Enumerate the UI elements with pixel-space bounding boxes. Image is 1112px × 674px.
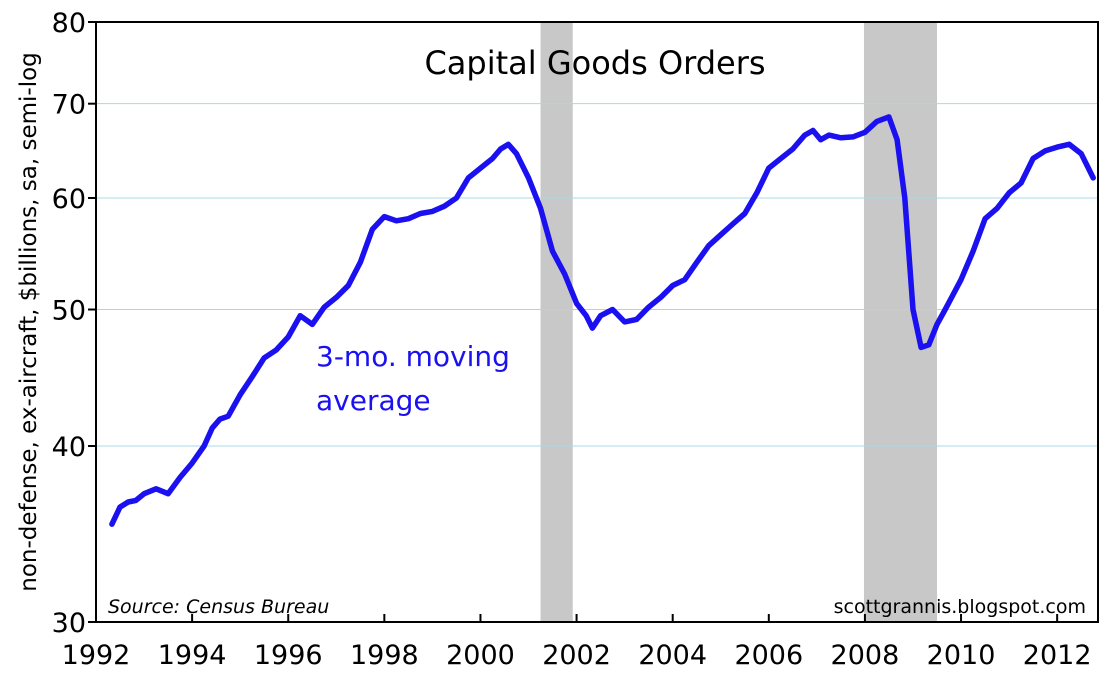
y-axis-label: non-defense, ex-aircraft, $billions, sa,… bbox=[16, 52, 42, 592]
y-axis-ticks: 30 40 50 60 70 80 bbox=[52, 8, 96, 639]
y-tick-label: 40 bbox=[52, 432, 86, 463]
x-tick-label: 2010 bbox=[927, 640, 996, 671]
x-tick-label: 1996 bbox=[254, 640, 323, 671]
chart-title: Capital Goods Orders bbox=[424, 44, 765, 82]
plot-frame bbox=[95, 21, 1099, 623]
recession-bands bbox=[540, 22, 938, 622]
series-line bbox=[109, 114, 1096, 527]
x-tick-label: 1998 bbox=[350, 640, 419, 671]
source-note: Source: Census Bureau bbox=[108, 596, 329, 618]
annotation-line-2: average bbox=[316, 384, 431, 417]
gridlines bbox=[96, 103, 1098, 447]
x-tick-label: 2000 bbox=[446, 640, 515, 671]
x-tick-label: 2006 bbox=[734, 640, 803, 671]
credit-note: scottgrannis.blogspot.com bbox=[834, 596, 1086, 618]
x-axis-ticks: 1992 1994 1996 1998 2000 2002 2004 2006 2008 2010… bbox=[62, 614, 1092, 671]
x-tick-label: 2008 bbox=[831, 640, 900, 671]
annotation-line-1: 3-mo. moving bbox=[316, 340, 510, 373]
y-tick-label: 60 bbox=[52, 184, 86, 215]
y-tick-label: 30 bbox=[52, 608, 86, 639]
y-tick-label: 50 bbox=[52, 296, 86, 327]
x-tick-label: 2004 bbox=[638, 640, 707, 671]
y-tick-label: 70 bbox=[52, 90, 86, 121]
annotation: 3-mo. moving average bbox=[316, 340, 519, 417]
x-tick-label: 2002 bbox=[542, 640, 611, 671]
recession-band bbox=[863, 22, 938, 622]
x-tick-label: 2012 bbox=[1023, 640, 1092, 671]
y-tick-label: 80 bbox=[52, 8, 86, 39]
recession-band bbox=[540, 22, 573, 622]
x-tick-label: 1992 bbox=[62, 640, 131, 671]
x-tick-label: 1994 bbox=[158, 640, 227, 671]
